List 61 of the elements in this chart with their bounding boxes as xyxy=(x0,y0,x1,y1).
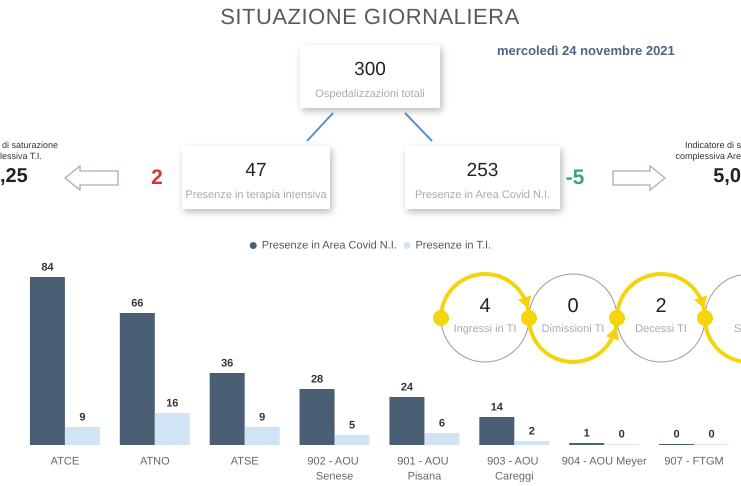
data-label: 24 xyxy=(400,382,414,394)
bar xyxy=(210,373,245,445)
bar xyxy=(154,413,190,445)
bar xyxy=(64,427,100,445)
text: ,25 xyxy=(0,165,28,188)
data-label: 0 xyxy=(618,428,625,440)
text: mercoledì 24 novembre 2021 xyxy=(497,43,675,59)
bar xyxy=(389,397,424,445)
data-label: 47 xyxy=(245,160,267,182)
bar xyxy=(120,313,155,445)
data-label: 253 xyxy=(466,160,498,182)
bar xyxy=(514,441,550,445)
data-label: 300 xyxy=(354,59,386,81)
data-label: 1 xyxy=(584,428,590,440)
x-tick-label: ATSE xyxy=(230,456,259,468)
data-label: 28 xyxy=(310,374,324,386)
bar xyxy=(334,435,370,445)
text: lessiva T.I. xyxy=(0,151,42,162)
data-label: 14 xyxy=(490,402,504,414)
data-label: 36 xyxy=(221,358,234,370)
data-label: 84 xyxy=(41,262,54,274)
data-label: 4 xyxy=(479,295,491,318)
data-label: 6 xyxy=(438,418,445,430)
data-label: 2 xyxy=(655,295,667,318)
category-label: S xyxy=(734,323,741,336)
text: complessiva Are xyxy=(675,151,741,162)
text: Indicatore di s xyxy=(684,140,741,150)
text: 2 xyxy=(151,166,163,190)
category-label: Decessi TI xyxy=(635,323,687,336)
category-label: Presenze in Area Covid N.I. xyxy=(414,189,550,202)
x-tick-label: 904 - AOU Meyer xyxy=(562,456,648,468)
text: di saturazione xyxy=(2,140,58,150)
legend-label: Presenze in T.I. xyxy=(415,240,492,252)
x-tick-label: 903 - AOU Careggi xyxy=(487,456,542,482)
category-label: Ingressi in TI xyxy=(454,323,516,336)
x-tick-label: ATNO xyxy=(140,456,170,468)
text: -5 xyxy=(566,166,584,190)
category-label: Presenze in terapia intensiva xyxy=(185,189,327,202)
data-label: 0 xyxy=(708,428,715,440)
bar xyxy=(244,427,280,445)
bar xyxy=(479,417,514,445)
text: SITUAZIONE GIORNALIERA xyxy=(220,4,520,30)
x-tick-label: 901 - AOU Pisana xyxy=(397,456,452,482)
data-label: 16 xyxy=(166,398,178,410)
legend-label: Presenze in Area Covid N.I. xyxy=(262,240,397,252)
text: 5,0 xyxy=(713,165,741,188)
bar xyxy=(424,433,460,445)
category-label: Dimissioni TI xyxy=(542,323,604,336)
bar xyxy=(300,389,335,445)
data-label: 0 xyxy=(567,295,579,318)
data-label: 2 xyxy=(528,426,535,438)
x-tick-label: 902 - AOU Senese xyxy=(307,456,362,482)
data-label: 66 xyxy=(131,298,144,310)
data-label: 0 xyxy=(674,428,680,440)
bar xyxy=(30,277,65,445)
x-tick-label: ATCE xyxy=(50,456,80,468)
data-label: 5 xyxy=(349,420,356,432)
data-label: 9 xyxy=(259,412,266,424)
x-tick-label: 907 - FTGM xyxy=(664,456,724,468)
data-label: 9 xyxy=(79,412,86,424)
category-label: Ospedalizzazioni totali xyxy=(315,88,425,101)
